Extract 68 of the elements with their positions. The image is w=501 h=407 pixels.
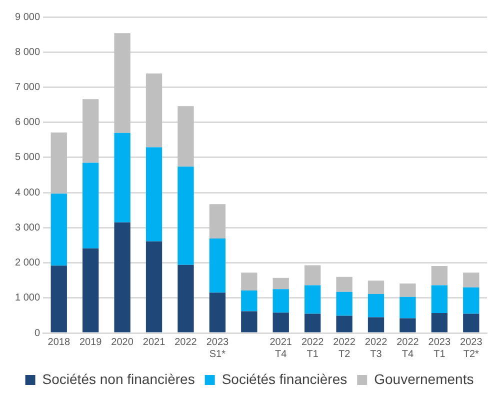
bar <box>336 316 352 332</box>
bar <box>463 272 480 288</box>
bar <box>114 33 130 133</box>
bar <box>178 264 194 332</box>
x-tick-label: 2022 T1 <box>301 336 324 360</box>
y-tick-label: 8 000 <box>14 46 40 58</box>
bar <box>336 276 352 292</box>
bar <box>241 272 258 291</box>
y-tick-label: 6 000 <box>14 117 40 128</box>
bar <box>178 166 194 265</box>
bar <box>178 106 194 167</box>
bar <box>400 318 416 332</box>
x-tick-label: 2021 T4 <box>270 336 292 360</box>
bar <box>431 285 448 313</box>
bar <box>209 238 226 293</box>
x-tick-label: 2023 T1 <box>428 336 451 360</box>
y-tick-label: 9 000 <box>14 12 40 23</box>
bar <box>400 296 416 318</box>
bar <box>431 312 448 332</box>
bar <box>368 280 384 294</box>
x-tick-label: 2018 <box>48 336 70 348</box>
x-tick-label: 2022 T4 <box>396 336 420 360</box>
bar <box>50 132 67 194</box>
y-tick-label: 4 000 <box>14 187 40 198</box>
bar <box>146 147 162 242</box>
bar <box>146 74 162 148</box>
bar <box>241 290 258 312</box>
legend-label: Gouvernements <box>374 370 474 387</box>
x-tick-label: 2022 T2 <box>333 336 356 360</box>
bar <box>272 278 289 290</box>
x-tick-label: 2022 T3 <box>364 336 388 360</box>
x-tick-label: 2022 <box>174 336 198 348</box>
bar <box>304 265 321 286</box>
bar <box>241 311 258 332</box>
bar <box>431 266 448 286</box>
bar <box>304 314 321 332</box>
bar <box>272 289 289 313</box>
bar <box>368 294 384 318</box>
y-tick-label: 5 000 <box>14 152 40 164</box>
y-tick-label: 7 000 <box>14 82 40 93</box>
bar <box>114 132 130 222</box>
bar <box>336 292 352 316</box>
y-tick-label: 3 000 <box>14 222 40 234</box>
x-tick-label: 2023 T2* <box>460 336 483 360</box>
y-tick-label: 2 000 <box>14 258 40 269</box>
bar <box>209 292 226 332</box>
bar <box>304 285 321 314</box>
bar <box>114 222 130 332</box>
bar <box>272 312 289 332</box>
bar <box>82 162 99 248</box>
legend-label: Sociétés financières <box>222 370 348 387</box>
bar <box>368 317 384 332</box>
bar <box>50 266 67 332</box>
bar <box>82 99 99 163</box>
bar <box>400 283 416 297</box>
x-tick-label: 2020 <box>111 336 134 348</box>
bar <box>146 241 162 332</box>
bar <box>463 287 480 314</box>
x-tick-label: 2023 S1* <box>206 336 230 360</box>
bar <box>50 194 67 266</box>
x-tick-label: 2019 <box>79 336 102 348</box>
bar <box>82 248 99 332</box>
y-tick-label: 1 000 <box>14 292 40 304</box>
bar <box>209 204 226 239</box>
legend-label: Sociétés non financières <box>42 370 195 387</box>
y-tick-label: 0 <box>34 328 40 339</box>
x-tick-label: 2021 <box>142 336 166 348</box>
bar <box>463 314 480 332</box>
